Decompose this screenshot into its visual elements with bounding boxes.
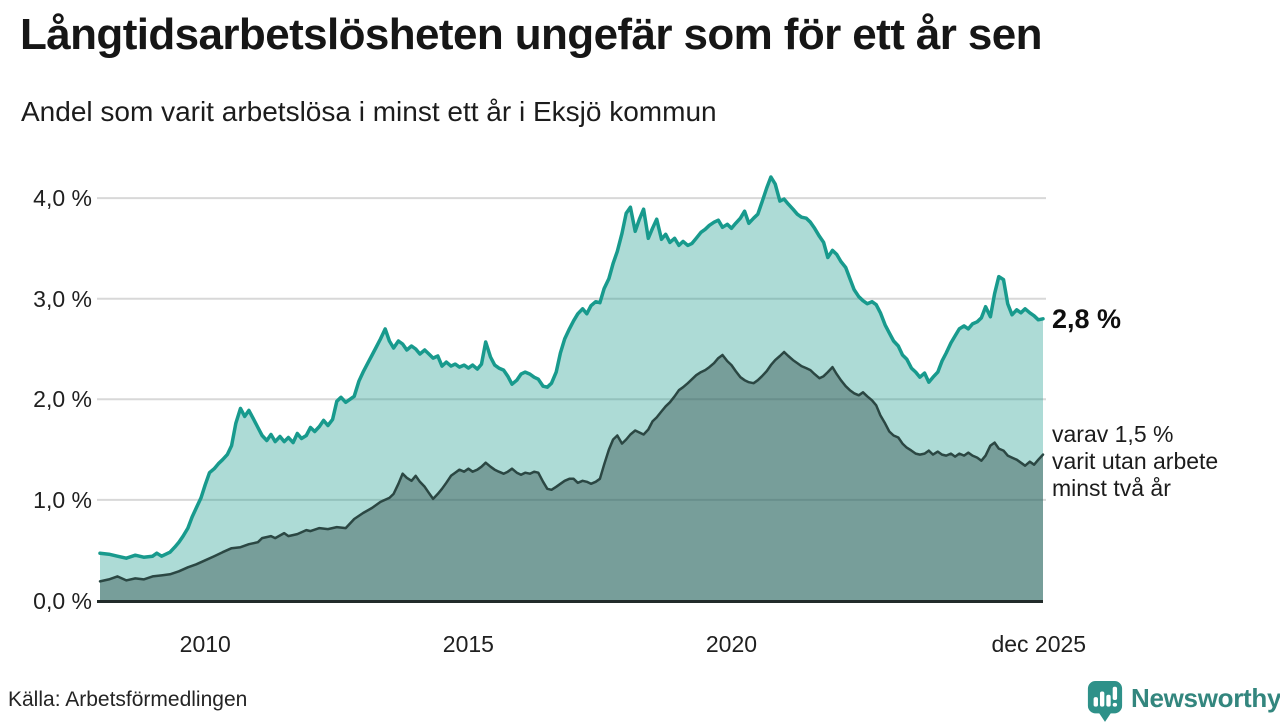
x-axis-tick-label: 2015: [442, 631, 494, 657]
y-axis-tick-label: 4,0 %: [33, 185, 92, 212]
newsworthy-logo-text: Newsworthy: [1131, 683, 1280, 713]
newsworthy-logo: Newsworthy: [1086, 679, 1280, 722]
x-axis-tick-label: dec 2025: [991, 631, 1087, 657]
series-end-value-label: 2,8 %: [1052, 304, 1122, 334]
y-axis-tick-label: 2,0 %: [33, 386, 92, 413]
x-axis-tick-label: 2020: [705, 631, 758, 657]
y-axis-tick-label: 0,0 %: [33, 587, 92, 614]
newsworthy-logo-icon: [1087, 681, 1123, 722]
y-axis-labels: 4,0 % 3,0 % 2,0 % 1,0 % 0,0 %: [0, 0, 92, 720]
y-axis-tick-label: 1,0 %: [33, 486, 92, 513]
y-axis-tick-label: 3,0 %: [33, 285, 92, 312]
chart-subtitle: Andel som varit arbetslösa i minst ett å…: [21, 96, 717, 127]
source-attribution: Källa: Arbetsförmedlingen: [8, 688, 248, 711]
x-axis-tick-label: 2010: [179, 631, 231, 657]
x-axis-labels: 2010 2015 2020 dec 2025: [0, 631, 1280, 661]
series-note: varav 1,5 % varit utan arbete minst två …: [1052, 421, 1219, 501]
chart-title: Långtidsarbetslösheten ungefär som för e…: [20, 10, 1043, 59]
